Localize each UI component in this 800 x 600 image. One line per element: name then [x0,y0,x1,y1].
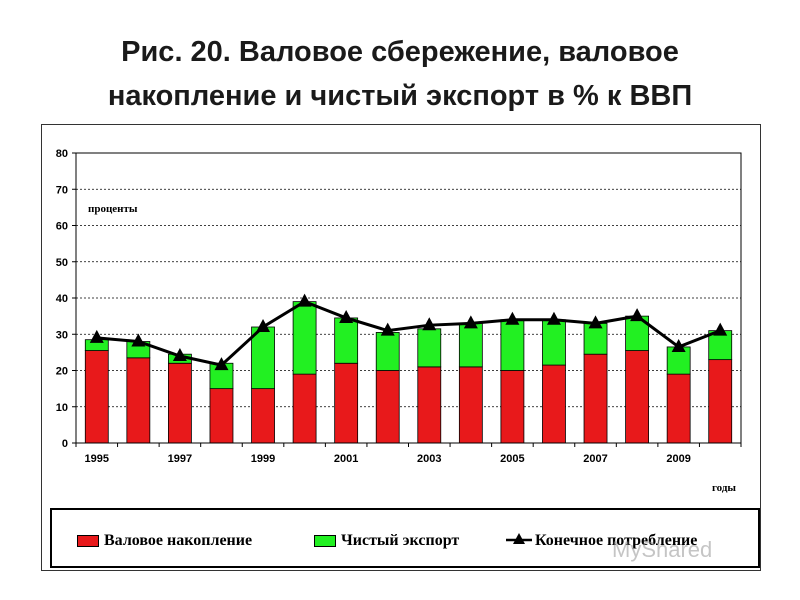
consumption-point [256,319,271,332]
legend-label-accumulation: Валовое накопление [104,532,253,549]
bar-accumulation [417,366,442,444]
y-tick-label: 60 [56,221,68,233]
x-tick-label: 2001 [334,453,358,465]
x-tick-label: 2005 [500,453,524,465]
bar-accumulation [625,350,649,444]
y-axis-label: проценты [88,203,138,215]
consumption-point [422,317,437,331]
bar-net-export [292,301,317,375]
bar-accumulation [458,366,483,444]
consumption-point [630,308,645,322]
bar-net-export [334,317,359,364]
bar-accumulation [84,350,109,444]
axes: 0 10 20 30 40 50 60 70 80 1995 1997 1999 2001 2003 200… [56,148,742,465]
x-tick-label: 2007 [583,453,607,465]
legend: Валовое накопление Чистый экспорт Конечн… [50,508,760,568]
bar-accumulation [168,362,192,444]
x-axis-label: годы [712,482,736,494]
bar-net-export [542,319,566,366]
bars [84,301,733,444]
legend-label-net-export: Чистый экспорт [341,532,460,549]
bar-accumulation [542,364,566,444]
consumption-point [214,357,229,371]
bar-accumulation [375,370,400,444]
chart-title: Рис. 20. Валовое сбережение, валовое нак… [0,30,800,118]
consumption-point [588,315,603,329]
legend-swatch-accumulation [77,535,99,547]
legend-swatch-net-export [314,535,336,547]
consumption-point [713,322,728,336]
y-tick-label: 20 [56,366,68,378]
bar-net-export [417,328,442,368]
consumption-point [380,322,395,336]
x-tick-label: 1999 [251,453,275,465]
consumption-point [463,315,478,329]
consumption-point [131,333,146,347]
bar-net-export [375,332,400,371]
bar-accumulation [251,388,275,444]
bar-net-export [458,322,483,368]
consumption-point [546,311,561,325]
bar-accumulation [666,373,691,444]
x-tick-label: 1995 [85,453,109,465]
title-line-1: Рис. 20. Валовое сбережение, валовое [121,36,679,68]
consumption-line-path [96,299,721,367]
y-tick-label: 70 [56,184,68,196]
y-tick-label: 0 [62,438,68,450]
bar-accumulation [583,353,608,444]
consumption-point [297,293,312,307]
y-tick-label: 80 [56,148,68,160]
consumption-point [671,338,686,352]
bar-accumulation [708,359,733,444]
y-tick-label: 50 [56,257,68,269]
legend-line-triangle-icon [506,533,532,544]
consumption-point [89,329,104,343]
title-line-2: накопление и чистый экспорт в % к ВВП [107,80,693,112]
x-tick-label: 2003 [417,453,441,465]
bar-accumulation [500,370,525,444]
watermark: MyShared [612,537,713,562]
bar-accumulation [292,373,317,444]
x-tick-label: 2009 [666,453,690,465]
consumption-point [172,348,187,361]
consumption-point [339,309,354,323]
legend-label-consumption: Конечное потребление [535,532,698,549]
y-tick-label: 10 [56,402,68,414]
y-tick-label: 30 [56,329,68,341]
x-tick-label: 1997 [168,453,192,465]
consumption-line [89,293,728,371]
bar-net-export [500,319,525,371]
bar-accumulation [334,362,359,444]
consumption-point [505,311,520,325]
bar-accumulation [126,357,151,444]
y-tick-label: 40 [56,293,68,305]
bar-accumulation [209,388,234,444]
